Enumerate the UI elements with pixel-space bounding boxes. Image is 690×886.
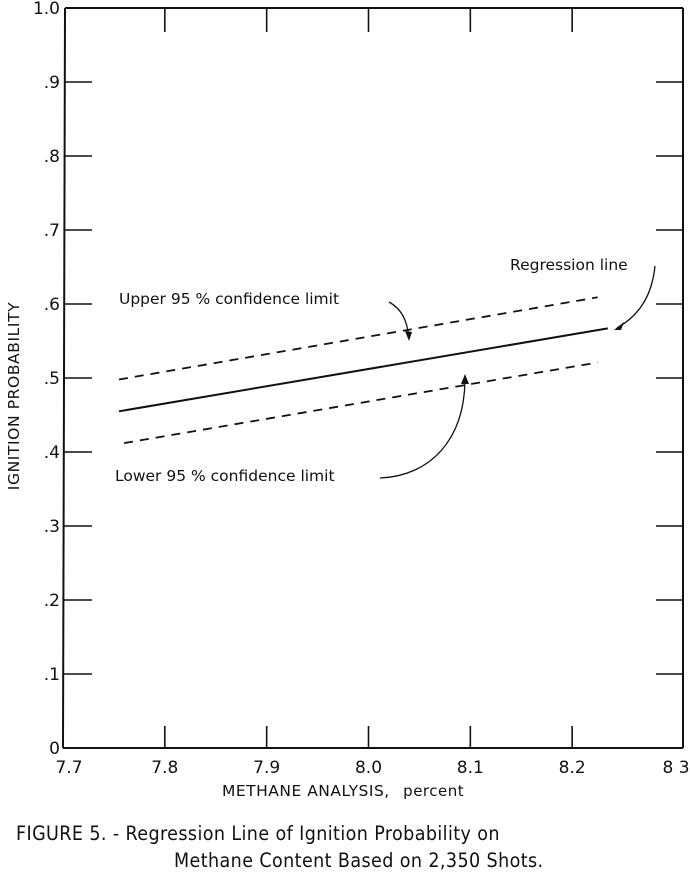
x-tick-label: 7.8: [151, 758, 178, 778]
y-tick-labels: 0 .1 .2 .3 .4 .5 .6 .7 .8 .9 1.0: [33, 0, 60, 759]
x-axis-ticks: [164, 8, 573, 748]
annotation-arrows: [379, 265, 656, 479]
series-regression-line: [118, 327, 608, 413]
arrowheads: [405, 322, 624, 384]
series-lines: [118, 296, 608, 444]
x-axis-title: METHANE ANALYSIS, percent: [222, 782, 464, 800]
y-tick-label: .3: [44, 517, 60, 537]
x-tick-labels: 7.7 7.8 7.9 8.0 8.1 8.2 8 3: [55, 758, 689, 778]
y-axis-title: IGNITION PROBABILITY: [5, 302, 23, 490]
y-tick-label: 0: [49, 739, 60, 759]
y-tick-label: .7: [44, 221, 60, 241]
figure-caption: FIGURE 5. - Regression Line of Ignition …: [16, 820, 544, 874]
x-tick-label: 7.9: [253, 758, 280, 778]
arrow-lower: [379, 377, 466, 479]
x-tick-label: 8 3: [662, 758, 689, 778]
plot-frame: [62, 7, 684, 749]
y-axis-ticks: [64, 81, 683, 675]
annotation-regression-line: Regression line: [510, 256, 628, 274]
x-tick-label: 8.1: [457, 758, 484, 778]
series-upper-95-confidence-limit: [118, 296, 598, 381]
x-tick-label: 8.0: [355, 758, 382, 778]
arrow-regression: [616, 265, 656, 329]
y-tick-label: 1.0: [33, 0, 60, 19]
series-lower-95-confidence-limit: [123, 361, 598, 444]
y-tick-label: .4: [44, 443, 60, 463]
y-tick-label: .6: [44, 295, 60, 315]
y-tick-label: .2: [44, 591, 60, 611]
x-tick-label: 7.7: [55, 758, 82, 778]
annotation-upper-limit: Upper 95 % confidence limit: [119, 290, 339, 308]
caption-line-2: Methane Content Based on 2,350 Shots.: [174, 849, 544, 872]
x-tick-label: 8.2: [559, 758, 586, 778]
y-tick-label: .8: [44, 147, 60, 167]
annotation-lower-limit: Lower 95 % confidence limit: [115, 467, 335, 485]
y-tick-label: .1: [44, 665, 60, 685]
y-tick-label: .5: [44, 369, 60, 389]
caption-line-1: FIGURE 5. - Regression Line of Ignition …: [16, 822, 500, 845]
y-tick-label: .9: [44, 73, 60, 93]
